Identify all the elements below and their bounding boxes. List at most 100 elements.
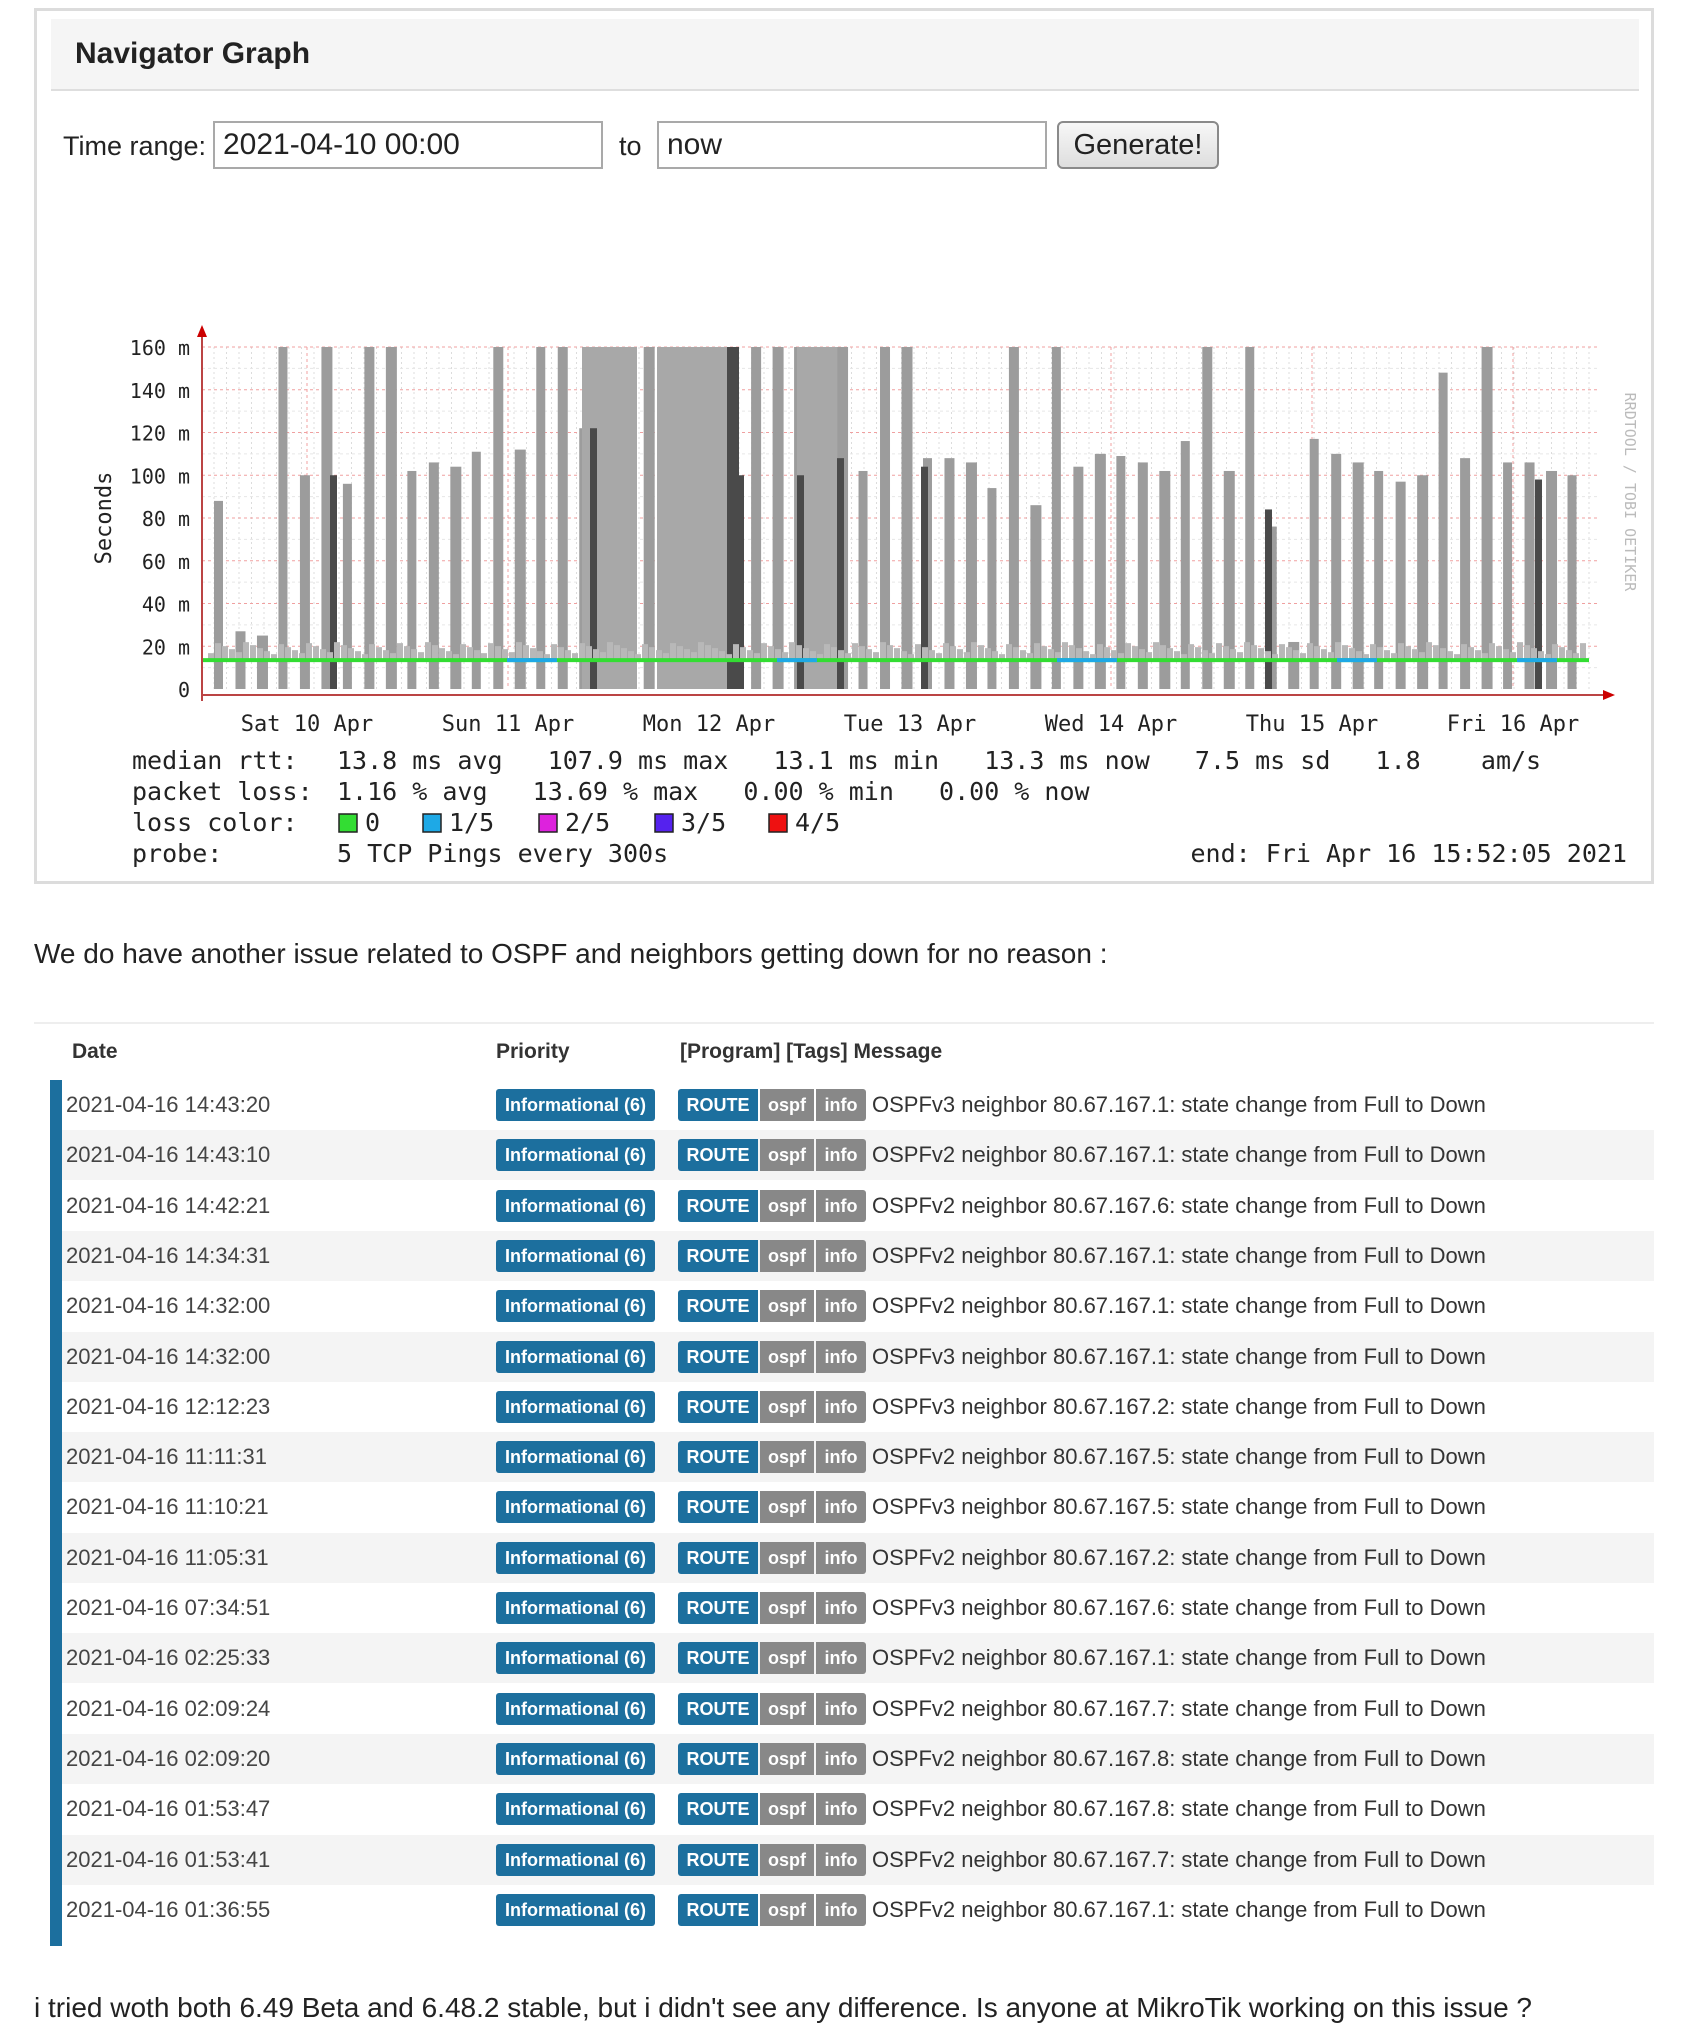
noise-bar xyxy=(1286,647,1292,661)
noise-bar xyxy=(537,651,543,661)
noise-bar xyxy=(572,653,578,661)
table-row[interactable]: 2021-04-16 07:34:51 Informational (6) ROUT… xyxy=(62,1583,1654,1633)
noise-bar xyxy=(1125,643,1131,661)
table-row[interactable]: 2021-04-16 12:12:23 Informational (6) ROUT… xyxy=(62,1382,1654,1432)
table-row[interactable]: 2021-04-16 01:36:55 Informational (6) ROUT… xyxy=(62,1885,1654,1935)
noise-bar xyxy=(957,649,963,661)
noise-bar xyxy=(649,647,655,661)
x-tick-label: Tue 13 Apr xyxy=(844,712,976,737)
noise-bar xyxy=(411,649,417,661)
noise-bar xyxy=(950,646,956,661)
table-row[interactable]: 2021-04-16 14:32:00 Informational (6) ROUT… xyxy=(62,1281,1654,1331)
noise-bar xyxy=(719,651,725,661)
priority-badge: Informational (6) xyxy=(496,1290,656,1323)
noise-bar xyxy=(271,654,277,661)
noise-bar xyxy=(1384,650,1390,661)
noise-bar xyxy=(628,651,634,661)
tag-ospf: ospf xyxy=(760,1843,814,1876)
spike-bar xyxy=(214,500,223,689)
noise-bar xyxy=(1475,650,1481,661)
noise-bar xyxy=(1167,648,1173,661)
time-to-input[interactable] xyxy=(657,121,1047,169)
noise-bar xyxy=(1321,649,1327,661)
spike-bar xyxy=(1503,462,1513,689)
time-from-input[interactable] xyxy=(213,121,603,169)
header-priority: Priority xyxy=(496,1040,570,1063)
tag-ospf: ospf xyxy=(760,1290,814,1323)
priority-badge: Informational (6) xyxy=(496,1592,656,1624)
noise-bar xyxy=(544,654,550,661)
spike-bar xyxy=(858,470,868,689)
x-tick-label: Wed 14 Apr xyxy=(1045,712,1177,737)
probe-label: probe: xyxy=(132,839,222,868)
noise-bar xyxy=(642,644,648,661)
log-accent-bar xyxy=(50,1080,62,1946)
noise-bar xyxy=(565,650,571,661)
noise-bar xyxy=(453,654,459,661)
table-row[interactable]: 2021-04-16 02:09:20 Informational (6) ROUT… xyxy=(62,1733,1654,1784)
program-tag: ROUTE xyxy=(678,1239,758,1272)
table-row[interactable]: 2021-04-16 11:05:31 Informational (6) ROUT… xyxy=(62,1532,1654,1583)
noise-bar xyxy=(404,646,410,661)
spike-bar xyxy=(299,475,310,689)
noise-bar xyxy=(831,647,837,661)
table-row[interactable]: 2021-04-16 01:53:47 Informational (6) ROUT… xyxy=(62,1784,1654,1834)
noise-bar xyxy=(1426,642,1432,661)
table-row[interactable]: 2021-04-16 11:10:21 Informational (6) ROUT… xyxy=(62,1482,1654,1532)
header-date: Date xyxy=(72,1040,118,1063)
noise-bar xyxy=(747,650,753,661)
program-tag: ROUTE xyxy=(678,1491,758,1524)
noise-bar xyxy=(222,646,228,661)
noise-bar xyxy=(1209,653,1215,661)
noise-bar xyxy=(663,653,669,661)
row-date: 2021-04-16 14:32:00 xyxy=(66,1343,271,1369)
noise-bar xyxy=(1398,643,1404,661)
noise-bar xyxy=(257,648,263,661)
legend-swatch xyxy=(338,813,358,833)
spike-bar xyxy=(901,347,913,689)
noise-bar xyxy=(1132,646,1138,661)
time-range-label: Time range: xyxy=(63,131,207,161)
tag-info: info xyxy=(816,1793,866,1826)
priority-badge: Informational (6) xyxy=(496,1541,656,1574)
row-message: OSPFv2 neighbor 80.67.167.1: state chang… xyxy=(872,1293,1486,1319)
y-tick-label: 80 m xyxy=(142,507,190,531)
noise-bar xyxy=(1104,647,1110,661)
noise-bar xyxy=(1538,651,1544,661)
noise-bar xyxy=(1573,653,1579,661)
noise-bar xyxy=(775,649,781,661)
table-row[interactable]: 2021-04-16 02:09:24 Informational (6) ROUT… xyxy=(62,1684,1654,1734)
spike-bar xyxy=(1417,475,1429,689)
table-row[interactable]: 2021-04-16 01:53:41 Informational (6) ROUT… xyxy=(62,1834,1654,1885)
noise-bar xyxy=(943,643,949,661)
table-row[interactable]: 2021-04-16 14:43:20 Informational (6) ROUT… xyxy=(62,1080,1654,1130)
table-row[interactable]: 2021-04-16 02:25:33 Informational (6) ROUT… xyxy=(62,1633,1654,1684)
to-label: to xyxy=(619,131,642,161)
noise-bar xyxy=(761,643,767,661)
noise-bar xyxy=(1524,645,1530,661)
spike-bar xyxy=(1030,505,1042,689)
noise-bar xyxy=(1118,653,1124,661)
tag-info: info xyxy=(816,1290,866,1323)
table-row[interactable]: 2021-04-16 11:11:31 Informational (6) ROUT… xyxy=(62,1432,1654,1483)
table-row[interactable]: 2021-04-16 14:34:31 Informational (6) ROUT… xyxy=(62,1230,1654,1281)
spike-bar xyxy=(1567,475,1577,689)
spike-bar xyxy=(450,466,462,689)
noise-bar xyxy=(341,645,347,661)
noise-bar xyxy=(635,654,641,661)
priority-badge: Informational (6) xyxy=(496,1793,656,1826)
program-tag: ROUTE xyxy=(678,1541,758,1574)
table-row[interactable]: 2021-04-16 14:42:21 Informational (6) ROUT… xyxy=(62,1181,1654,1231)
program-tag: ROUTE xyxy=(678,1843,758,1876)
program-tag: ROUTE xyxy=(678,1089,758,1121)
generate-button[interactable]: Generate! xyxy=(1057,121,1219,169)
legend-swatch xyxy=(654,813,674,833)
noise-bar xyxy=(670,643,676,661)
row-message: OSPFv3 neighbor 80.67.167.1: state chang… xyxy=(872,1343,1486,1369)
table-row[interactable]: 2021-04-16 14:43:10 Informational (6) ROUT… xyxy=(62,1130,1654,1181)
spike-bar xyxy=(751,347,762,689)
noise-bar xyxy=(726,654,732,661)
program-tag: ROUTE xyxy=(678,1139,758,1172)
legend-label: 4/5 xyxy=(795,808,840,837)
table-row[interactable]: 2021-04-16 14:32:00 Informational (6) ROUT… xyxy=(62,1331,1654,1382)
